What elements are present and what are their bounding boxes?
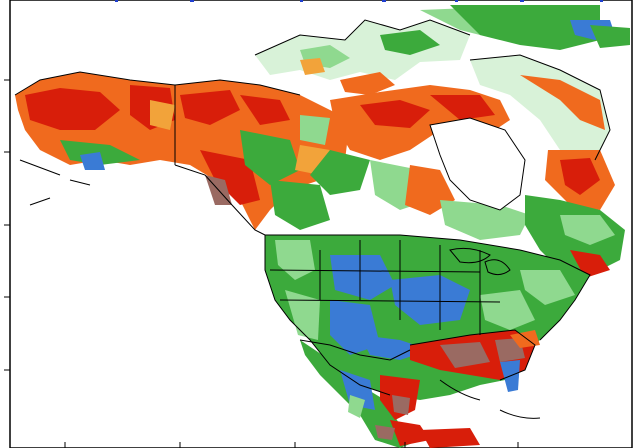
mexico-region <box>300 340 480 448</box>
alaska-yukon-region <box>15 72 350 230</box>
axis-ticks <box>4 79 519 448</box>
united-states-region <box>265 235 590 400</box>
boundary-lines <box>14 19 611 419</box>
arctic-archipelago <box>255 5 630 210</box>
hudson-bay <box>429 117 526 211</box>
eastern-canada-region <box>525 195 625 278</box>
central-canada-region <box>270 85 530 240</box>
cropped-title-fragment <box>115 0 603 2</box>
